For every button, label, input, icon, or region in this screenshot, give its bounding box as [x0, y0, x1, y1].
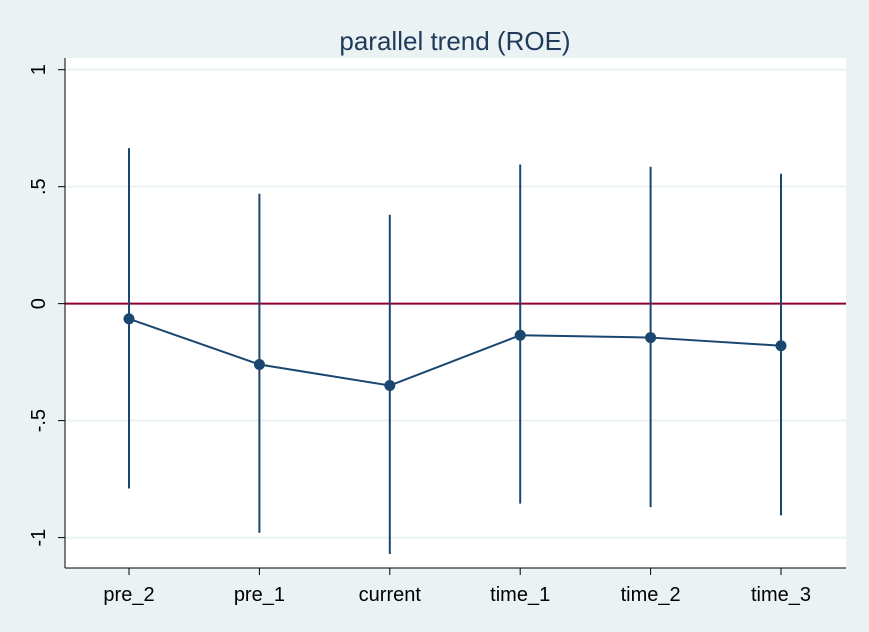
x-tick-label: time_3: [751, 584, 811, 606]
grid-layer: [65, 68, 846, 539]
y-tick-label: -.5: [28, 409, 50, 432]
x-tick-label: current: [359, 584, 422, 606]
data-point: [775, 340, 787, 352]
y-tick-label: .5: [28, 178, 50, 195]
x-tick-label: pre_2: [103, 584, 154, 606]
y-tick-label: 1: [28, 64, 50, 75]
chart-title: parallel trend (ROE): [339, 26, 570, 56]
line-layer: [128, 317, 782, 387]
x-tick-label: time_2: [621, 584, 681, 606]
y-tick-label: 0: [28, 298, 50, 309]
x-tick-label: pre_1: [234, 584, 285, 606]
x-tick-label: time_1: [490, 584, 550, 606]
series-line: [128, 317, 782, 387]
plot-area: [65, 58, 846, 568]
data-point: [253, 358, 265, 370]
axis-layer: -1 -.5 0 .5 1 pre_2 pre_1 current time_1 time_2 ti…: [28, 58, 846, 606]
data-point: [384, 380, 396, 392]
data-point: [123, 313, 135, 325]
y-tick-label: -1: [28, 529, 50, 547]
point-layer: [123, 313, 787, 392]
data-point: [645, 332, 657, 344]
data-point: [514, 329, 526, 341]
